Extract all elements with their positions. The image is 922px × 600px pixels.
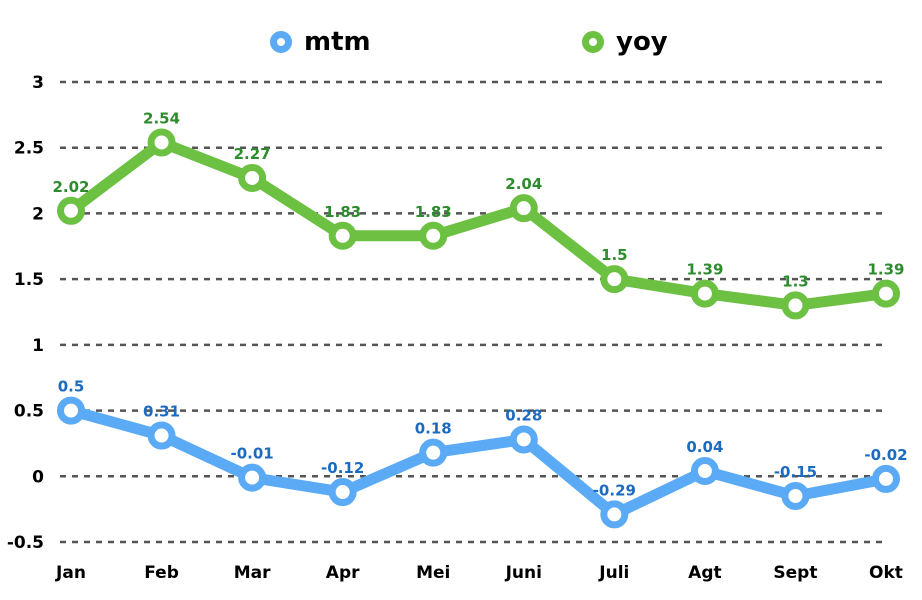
y-tick-label: 3 [32,73,44,93]
data-label-mtm: 0.5 [58,378,85,396]
data-label-yoy: 2.02 [52,178,89,196]
data-label-mtm: 0.31 [143,403,180,421]
legend-mtm: mtm [270,22,371,62]
data-point-yoy [57,196,85,225]
x-tick-label: Mei [416,563,450,583]
data-label-mtm: 0.28 [505,406,542,424]
data-label-yoy: 1.83 [324,203,361,221]
data-point-mtm [781,482,810,510]
series-line-mtm [65,405,892,520]
data-label-yoy: 2.04 [505,175,542,193]
data-point-mtm [147,421,176,450]
data-point-yoy [328,221,357,250]
y-tick-label: 0.5 [14,402,44,422]
data-label-yoy: 1.83 [415,203,452,221]
data-point-mtm [600,500,629,529]
data-point-mtm [872,464,900,493]
data-point-yoy [600,265,629,294]
data-label-mtm: -0.01 [230,445,273,463]
y-tick-label: 0 [32,467,44,487]
data-point-yoy [509,194,538,223]
x-tick-label: Apr [326,563,360,583]
legend-marker-yoy [582,31,604,53]
x-tick-label: Mar [234,563,271,583]
y-tick-label: 1.5 [14,270,44,290]
data-point-mtm [328,478,357,507]
legend-marker-mtm [270,31,292,53]
legend-yoy: yoy [582,22,668,62]
data-point-yoy [147,128,176,157]
data-label-mtm: -0.02 [864,446,907,464]
data-point-yoy [872,279,900,308]
data-label-yoy: 2.54 [143,109,180,127]
data-point-yoy [238,163,267,192]
data-label-mtm: 0.18 [415,420,452,438]
data-point-mtm [419,438,448,467]
x-tick-label: Sept [773,563,817,583]
data-label-mtm: -0.29 [593,481,636,499]
data-label-mtm: -0.15 [774,463,817,481]
data-point-yoy [781,291,810,320]
data-label-yoy: 1.3 [782,272,809,290]
data-point-mtm [509,425,538,454]
x-tick-label: Agt [688,563,721,583]
data-label-mtm: 0.04 [686,438,723,456]
data-point-mtm [690,457,719,486]
x-tick-label: Feb [144,563,179,583]
x-tick-label: Juni [505,563,542,583]
legend-label-yoy: yoy [616,27,668,57]
x-tick-label: Juli [598,563,629,583]
x-tick-label: Okt [869,563,903,583]
y-tick-label: -0.5 [7,533,44,553]
data-point-yoy [690,279,719,308]
data-point-mtm [238,463,267,492]
y-tick-label: 2 [32,204,44,224]
y-tick-label: 2.5 [14,139,44,159]
data-label-yoy: 1.39 [867,261,904,279]
y-tick-label: 1 [32,336,44,356]
legend-label-mtm: mtm [304,27,371,57]
data-label-mtm: -0.12 [321,459,364,477]
series-line-yoy [65,136,892,311]
data-label-yoy: 1.5 [601,246,628,264]
data-point-yoy [419,221,448,250]
data-label-yoy: 1.39 [686,261,723,279]
data-point-mtm [57,396,85,425]
x-tick-label: Jan [55,563,86,583]
data-label-yoy: 2.27 [234,145,271,163]
